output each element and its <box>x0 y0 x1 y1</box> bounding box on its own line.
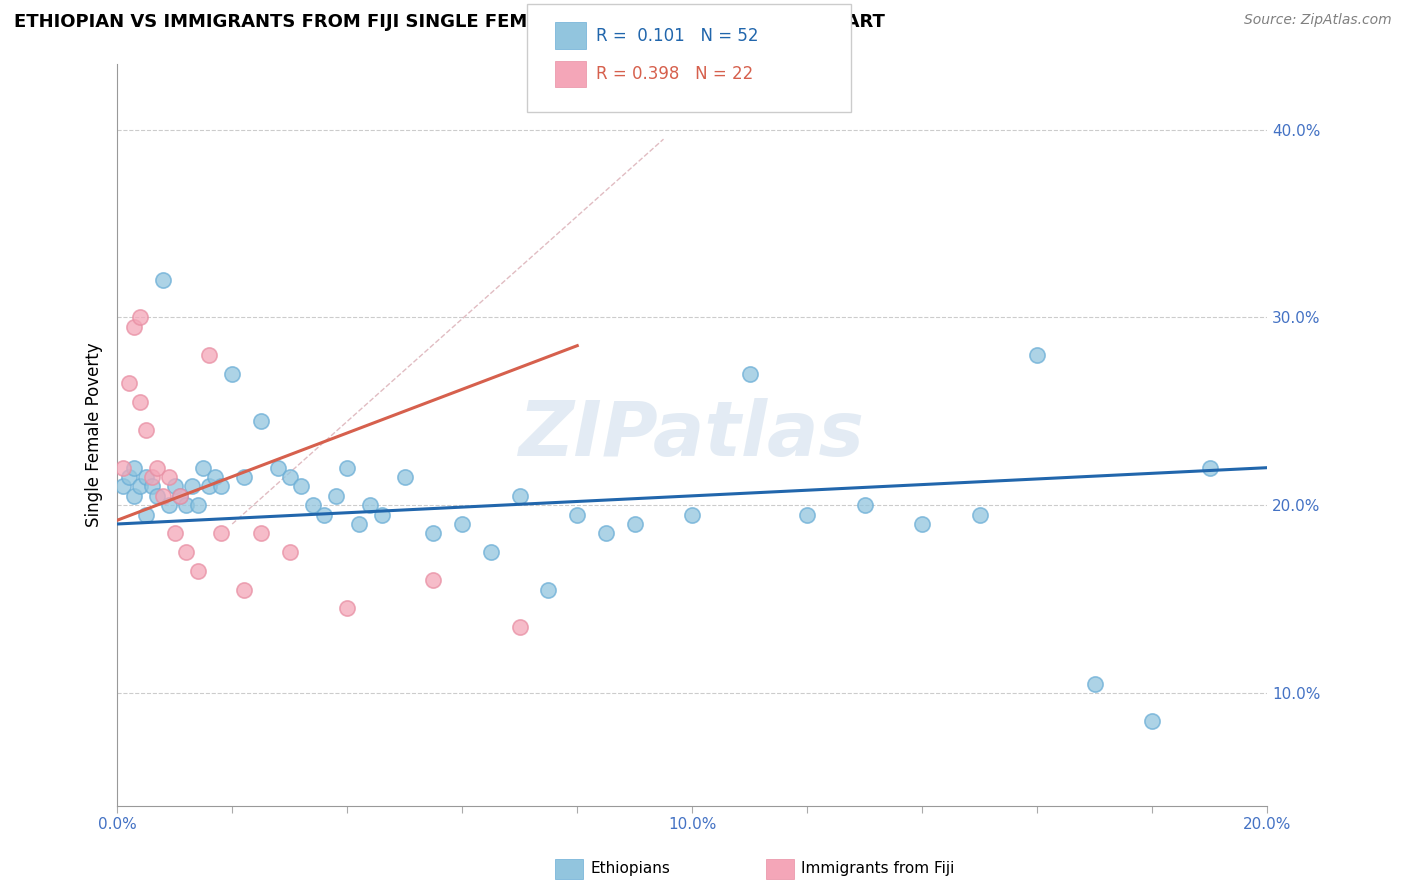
Point <box>209 479 232 493</box>
Point <box>135 423 157 437</box>
Point <box>290 479 312 493</box>
Point <box>347 516 370 531</box>
Point <box>174 498 197 512</box>
Point <box>124 460 146 475</box>
Point <box>232 470 254 484</box>
Point <box>394 470 416 484</box>
Point <box>278 470 301 484</box>
Point <box>250 414 273 428</box>
Point <box>198 479 221 493</box>
Point <box>187 564 209 578</box>
Point <box>796 508 818 522</box>
Text: R = 0.398   N = 22: R = 0.398 N = 22 <box>596 65 754 83</box>
Text: Source: ZipAtlas.com: Source: ZipAtlas.com <box>1244 13 1392 28</box>
Point <box>623 516 645 531</box>
Point <box>1084 676 1107 690</box>
Point <box>193 460 215 475</box>
Point <box>129 310 152 325</box>
Point <box>1198 460 1220 475</box>
Text: R =  0.101   N = 52: R = 0.101 N = 52 <box>596 27 759 45</box>
Point <box>157 470 180 484</box>
Point <box>163 526 186 541</box>
Point <box>537 582 560 597</box>
Point <box>124 489 146 503</box>
Point <box>169 489 191 503</box>
Point <box>969 508 991 522</box>
Point <box>853 498 876 512</box>
Y-axis label: Single Female Poverty: Single Female Poverty <box>86 343 103 527</box>
Text: Ethiopians: Ethiopians <box>591 862 671 876</box>
Point <box>129 395 152 409</box>
Point <box>141 479 163 493</box>
Point <box>370 508 392 522</box>
Point <box>146 489 169 503</box>
Text: Immigrants from Fiji: Immigrants from Fiji <box>801 862 955 876</box>
Point <box>146 460 169 475</box>
Point <box>124 319 146 334</box>
Point <box>595 526 617 541</box>
Point <box>509 489 531 503</box>
Point <box>135 508 157 522</box>
Point <box>422 526 444 541</box>
Point <box>422 574 444 588</box>
Point <box>336 460 359 475</box>
Point <box>336 601 359 615</box>
Point <box>267 460 290 475</box>
Point <box>325 489 347 503</box>
Text: ZIPatlas: ZIPatlas <box>519 398 865 472</box>
Point <box>181 479 204 493</box>
Point <box>118 470 141 484</box>
Point <box>152 489 174 503</box>
Point <box>163 479 186 493</box>
Point <box>141 470 163 484</box>
Point <box>152 273 174 287</box>
Point <box>301 498 323 512</box>
Point <box>135 470 157 484</box>
Point <box>359 498 381 512</box>
Point <box>174 545 197 559</box>
Point <box>738 367 761 381</box>
Point <box>118 376 141 391</box>
Point <box>187 498 209 512</box>
Text: ETHIOPIAN VS IMMIGRANTS FROM FIJI SINGLE FEMALE POVERTY CORRELATION CHART: ETHIOPIAN VS IMMIGRANTS FROM FIJI SINGLE… <box>14 13 884 31</box>
Point <box>232 582 254 597</box>
Point <box>169 489 191 503</box>
Point <box>314 508 336 522</box>
Point <box>209 526 232 541</box>
Point <box>129 479 152 493</box>
Point <box>1142 714 1164 728</box>
Point <box>479 545 502 559</box>
Point <box>198 348 221 362</box>
Point <box>911 516 934 531</box>
Point <box>278 545 301 559</box>
Point <box>204 470 226 484</box>
Point <box>1026 348 1049 362</box>
Point <box>157 498 180 512</box>
Point <box>681 508 703 522</box>
Point <box>111 479 134 493</box>
Point <box>221 367 243 381</box>
Point <box>509 620 531 634</box>
Point <box>111 460 134 475</box>
Point <box>451 516 474 531</box>
Point <box>250 526 273 541</box>
Point <box>567 508 589 522</box>
